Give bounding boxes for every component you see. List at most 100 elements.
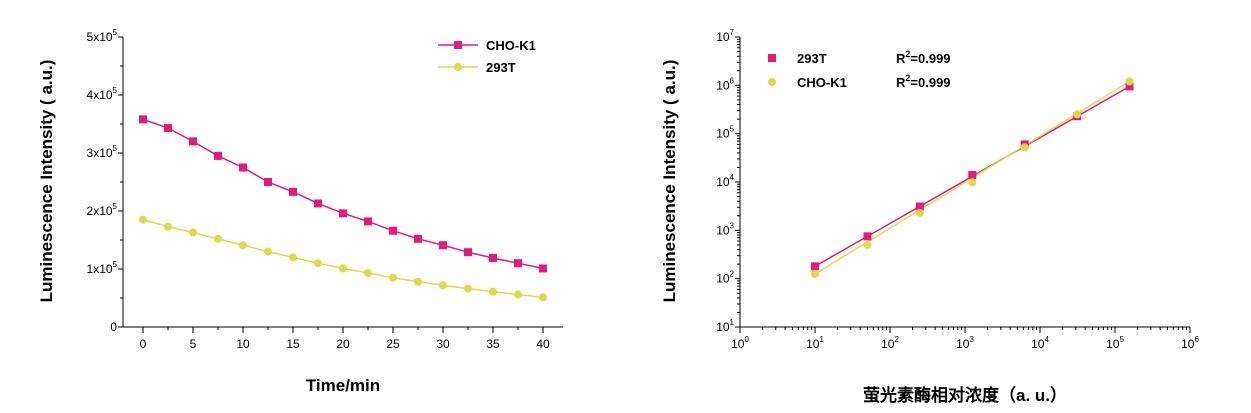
data-point-cho-k1 (189, 137, 197, 146)
concentration-chart-ticks: 100 101 102 103 104 105 1061011021031041051061… (716, 28, 1199, 351)
time-chart-y-tick-label: 1x105 (87, 260, 118, 276)
time-chart-axes (122, 37, 563, 328)
data-point-293t (214, 234, 222, 243)
time-chart-y-tick-label: 4x105 (87, 86, 118, 102)
data-point-293t (464, 284, 472, 293)
data-point-293t (968, 170, 977, 179)
time-chart-y-tick-label: 3x105 (87, 144, 118, 160)
series-line-293t (142, 218, 544, 299)
time-chart-x-tick-label: 40 (536, 337, 550, 351)
data-point-293t (811, 262, 819, 271)
data-point-cho-k1 (239, 163, 247, 172)
data-point-cho-k1 (389, 226, 397, 235)
data-point-293t (1125, 82, 1134, 91)
legend-marker-293t (454, 63, 462, 71)
legend-r-squared-293t: R2=0.999 (896, 49, 951, 66)
legend-marker-cho-k1 (768, 78, 776, 86)
data-point-cho-k1 (364, 217, 372, 226)
data-point-cho-k1 (439, 241, 447, 250)
data-point-cho-k1 (915, 208, 924, 217)
data-point-cho-k1 (1073, 110, 1082, 119)
data-point-cho-k1 (339, 209, 347, 218)
legend-label-293t: 293T (486, 60, 516, 75)
concentration-chart-x-tick-label: 103 (956, 335, 974, 351)
time-chart-series (139, 115, 547, 302)
concentration-chart-y-tick-label: 107 (716, 28, 734, 44)
concentration-chart-x-tick-label: 101 (806, 335, 824, 351)
data-point-cho-k1 (811, 269, 819, 278)
time-chart-y-tick-label: 5x105 (87, 28, 118, 44)
time-decay-chart: 0 5 10 15 20 25 30 35 40 0 1x105 2x105 3x105 4x105 5x1… (37, 28, 563, 395)
data-point-293t (239, 241, 247, 250)
concentration-chart-y-tick-label: 104 (716, 173, 734, 189)
concentration-chart-x-tick-label: 105 (1106, 335, 1124, 351)
data-point-cho-k1 (539, 264, 547, 273)
time-chart-x-tick-label: 25 (386, 337, 400, 351)
data-point-cho-k1 (1020, 143, 1029, 152)
data-point-293t (863, 232, 872, 241)
legend-r-squared-cho-k1: R2=0.999 (896, 73, 951, 90)
concentration-chart-x-tick-label: 106 (1181, 335, 1199, 351)
time-chart-x-tick-label: 15 (286, 337, 300, 351)
concentration-chart-y-tick-label: 105 (716, 125, 734, 141)
legend-marker-cho-k1 (454, 41, 462, 49)
time-chart-x-tick-label: 20 (336, 337, 350, 351)
data-point-cho-k1 (214, 151, 222, 160)
data-point-293t (289, 253, 297, 262)
concentration-chart-y-tick-label: 103 (716, 221, 734, 237)
data-point-293t (514, 290, 522, 299)
data-point-cho-k1 (139, 115, 147, 124)
data-point-293t (164, 222, 172, 231)
series-line-cho-k1 (142, 118, 544, 270)
legend-marker-293t (768, 54, 776, 62)
time-chart-x-tick-label: 10 (236, 337, 250, 351)
data-point-cho-k1 (968, 178, 977, 187)
data-point-cho-k1 (314, 199, 322, 208)
data-point-cho-k1 (464, 248, 472, 257)
data-point-293t (489, 287, 497, 296)
data-point-cho-k1 (164, 124, 172, 133)
concentration-chart-y-tick-label: 106 (716, 76, 734, 92)
data-point-293t (439, 281, 447, 290)
data-point-293t (389, 273, 397, 282)
data-point-cho-k1 (514, 259, 522, 268)
data-point-cho-k1 (414, 234, 422, 243)
data-point-cho-k1 (863, 240, 872, 249)
data-point-293t (414, 277, 422, 286)
concentration-chart-y-tick-label: 101 (716, 318, 734, 334)
data-point-293t (539, 293, 547, 302)
time-chart-ticks: 0 5 10 15 20 25 30 35 40 0 1x105 2x105 3x105 4x105 5x1… (87, 28, 550, 351)
concentration-chart-series (811, 77, 1134, 278)
time-chart-x-tick-label: 0 (140, 337, 147, 351)
time-chart-y-tick-label: 2x105 (87, 202, 118, 218)
legend-label-cho-k1: CHO-K1 (486, 38, 536, 53)
data-point-293t (139, 215, 147, 224)
time-chart-legend: CHO-K1 293T (438, 38, 536, 75)
data-point-293t (264, 247, 272, 256)
data-point-cho-k1 (1125, 77, 1134, 86)
time-chart-x-tick-label: 5 (190, 337, 197, 351)
time-chart-y-axis-title: Luminescence Intensity ( a.u.) (37, 60, 56, 303)
time-chart-x-tick-label: 30 (436, 337, 450, 351)
legend-label-cho-k1: CHO-K1 (797, 75, 847, 90)
concentration-chart-x-axis-title: 萤光素酶相对浓度（a. u.） (863, 385, 1067, 405)
data-point-cho-k1 (264, 178, 272, 186)
concentration-chart-x-tick-label: 102 (881, 335, 899, 351)
concentration-chart: 100 101 102 103 104 105 1061011021031041051061… (660, 28, 1199, 405)
concentration-chart-y-axis-title: Luminescence Intensity ( a.u.) (660, 60, 679, 303)
concentration-chart-x-tick-label: 104 (1031, 335, 1049, 351)
concentration-chart-x-tick-label: 100 (731, 335, 749, 351)
concentration-chart-y-tick-label: 102 (716, 270, 734, 286)
time-chart-x-tick-label: 35 (486, 337, 500, 351)
data-point-293t (189, 228, 197, 237)
legend-label-293t: 293T (797, 51, 827, 66)
data-point-293t (314, 259, 322, 268)
time-chart-y-tick-label: 0 (110, 320, 117, 334)
concentration-chart-legend: 293T R2=0.999 CHO-K1 R2=0.999 (768, 49, 951, 90)
data-point-293t (915, 202, 924, 211)
data-point-293t (339, 264, 347, 273)
data-point-cho-k1 (289, 187, 297, 196)
data-point-293t (364, 269, 372, 278)
data-point-cho-k1 (489, 253, 497, 262)
